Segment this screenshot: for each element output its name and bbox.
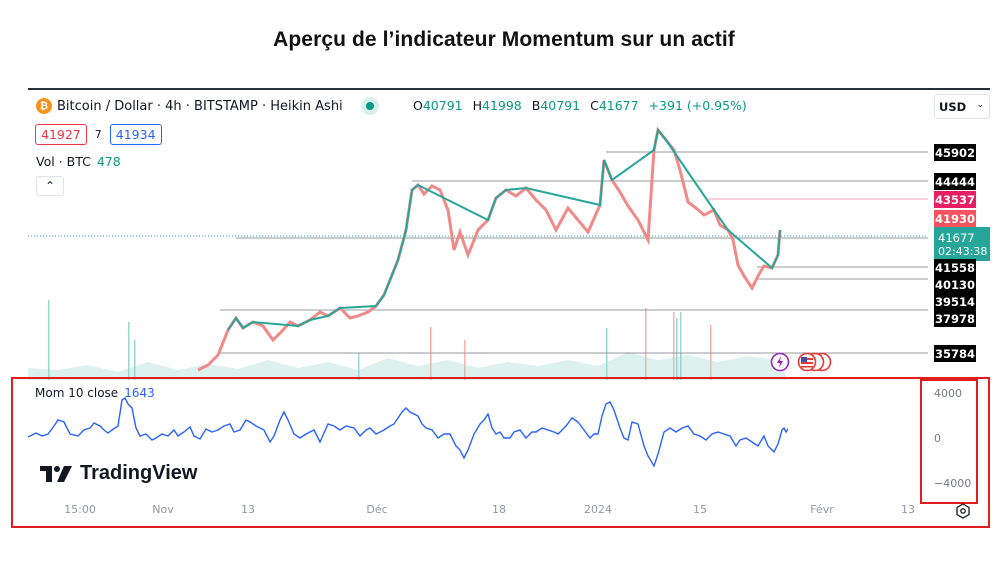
momentum-axis-highlight-box (920, 379, 978, 504)
volume-area (28, 352, 788, 380)
bar-countdown: 02:43:38 (938, 244, 988, 258)
price-label: 44444 (934, 173, 976, 190)
price-label: 40130 (934, 276, 976, 293)
momentum-line-chart[interactable] (28, 390, 788, 500)
lightning-icon[interactable] (770, 352, 790, 372)
us-flag-icon[interactable] (797, 352, 817, 372)
spread-value: 7 (94, 128, 102, 141)
gear-icon[interactable] (955, 503, 971, 519)
low-value: 40791 (540, 98, 581, 113)
time-axis-tick: 2024 (584, 503, 612, 516)
close-value: 41677 (598, 98, 639, 113)
ohlc-values: O40791 H41998 B40791 C41677 +391 (+0.95%… (413, 98, 753, 113)
price-chart-canvas[interactable] (28, 90, 928, 380)
sell-price-button[interactable]: 41927 (35, 124, 87, 145)
last-price-label: 41677 02:43:38 (934, 227, 990, 261)
high-value: 41998 (482, 98, 522, 113)
open-key: O (413, 98, 423, 113)
market-open-dot-icon (360, 97, 379, 115)
bid-ask-boxes: 41927 7 41934 (35, 124, 162, 145)
tradingview-logo-icon (40, 465, 72, 482)
page-title: Aperçu de l’indicateur Momentum sur un a… (273, 28, 735, 51)
open-value: 40791 (422, 98, 463, 113)
time-axis-tick: Déc (366, 503, 388, 516)
price-label: 35784 (934, 345, 976, 362)
time-axis-tick: 18 (492, 503, 506, 516)
watermark-text: TradingView (80, 462, 198, 484)
momentum-legend[interactable]: Mom 10 close 1643 (35, 386, 155, 400)
chart-top-border (28, 88, 990, 90)
price-label: 41930 (934, 210, 976, 227)
symbol-legend[interactable]: ₿ Bitcoin / Dollar · 4h · BITSTAMP · Hei… (36, 97, 379, 115)
close-key: C (590, 98, 599, 113)
bitcoin-icon: ₿ (36, 98, 52, 114)
momentum-highlight-box (11, 377, 990, 528)
time-axis-tick: 13 (901, 503, 915, 516)
symbol-title[interactable]: Bitcoin / Dollar · 4h · BITSTAMP · Heiki… (57, 98, 343, 114)
buy-price-button[interactable]: 41934 (109, 124, 162, 145)
price-series (197, 126, 782, 372)
tradingview-watermark: TradingView (40, 462, 197, 485)
change-value: +391 (+0.95%) (648, 98, 747, 113)
price-label: 43537 (934, 191, 976, 208)
volume-label: Vol · BTC (36, 154, 91, 169)
currency-value: USD (939, 99, 967, 114)
currency-select[interactable]: USD ⌄ (934, 94, 990, 119)
chevron-up-icon: ⌃ (44, 179, 56, 193)
momentum-axis-tick: 0 (934, 432, 941, 445)
price-label: 41558 (934, 259, 976, 276)
time-axis-tick: Nov (152, 503, 174, 516)
momentum-value: 1643 (124, 386, 155, 400)
volume-value: 478 (96, 154, 121, 169)
price-label: 37978 (934, 310, 976, 327)
price-label: 39514 (934, 293, 976, 310)
momentum-axis-tick: 4000 (934, 387, 962, 400)
time-axis-tick: Févr (810, 503, 834, 516)
volume-legend[interactable]: Vol · BTC 478 (36, 154, 121, 169)
time-axis-tick: 13 (241, 503, 255, 516)
chevron-down-icon: ⌄ (976, 100, 984, 110)
collapse-legend-button[interactable]: ⌃ (36, 176, 64, 196)
momentum-axis-tick: −4000 (934, 477, 972, 490)
time-axis-tick: 15 (693, 503, 707, 516)
low-key: B (531, 98, 541, 113)
momentum-label: Mom 10 close (35, 386, 119, 400)
last-price-value: 41677 (938, 230, 975, 245)
price-label: 45902 (934, 144, 976, 161)
high-key: H (472, 98, 482, 113)
time-axis-tick: 15:00 (64, 503, 96, 516)
